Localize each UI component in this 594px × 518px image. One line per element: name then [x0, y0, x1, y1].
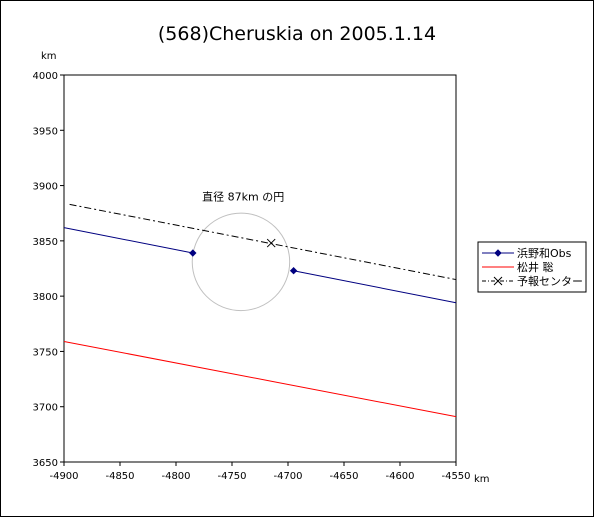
- y-tick-label: 3650: [33, 458, 58, 469]
- series-point-3: [266, 238, 276, 248]
- y-tick-label: 3800: [33, 292, 58, 303]
- y-tick-label: 3850: [33, 237, 58, 248]
- y-tick-label: 3700: [33, 403, 58, 414]
- legend-marker-3: [493, 276, 503, 286]
- legend-marker-1: [494, 249, 502, 257]
- x-axis-label: km: [474, 474, 490, 485]
- x-tick-label: -4750: [217, 471, 246, 482]
- legend-label-3: 予報センター: [517, 275, 583, 288]
- diameter-circle: [191, 212, 291, 312]
- legend-label-1: 浜野和Obs: [517, 247, 572, 260]
- x-tick-label: -4600: [385, 471, 414, 482]
- y-tick-label: 3750: [33, 347, 58, 358]
- chart-title: (568)Cheruskia on 2005.1.14: [158, 23, 436, 45]
- x-axis: -4900 -4850 -4800 -4750 -4700 -4650 -4600 -4550: [49, 462, 471, 482]
- y-tick-label: 4000: [33, 71, 58, 82]
- x-tick-label: -4900: [49, 471, 78, 482]
- x-tick-label: -4700: [273, 471, 302, 482]
- series-line-3: [69, 203, 457, 281]
- series-layer: [63, 203, 457, 418]
- series-line-1: [293, 270, 457, 304]
- y-tick-label: 3950: [33, 126, 58, 137]
- plot-area: [63, 74, 457, 463]
- y-tick-label: 3900: [33, 182, 58, 193]
- series-line-2: [63, 340, 457, 418]
- circle-annotation: 直径 87km の円: [202, 190, 284, 204]
- series-line-1: [63, 227, 193, 254]
- series-point-1: [289, 267, 298, 275]
- y-axis-label: km: [41, 51, 57, 62]
- x-tick-label: -4550: [441, 471, 470, 482]
- y-axis: 3650 3700 3750 3800 3850 3900 3950 4000: [33, 71, 64, 469]
- x-tick-label: -4850: [105, 471, 134, 482]
- series-point-1: [189, 249, 197, 257]
- x-tick-label: -4800: [161, 471, 190, 482]
- x-tick-label: -4650: [329, 471, 358, 482]
- legend-label-2: 松井 聡: [517, 260, 554, 274]
